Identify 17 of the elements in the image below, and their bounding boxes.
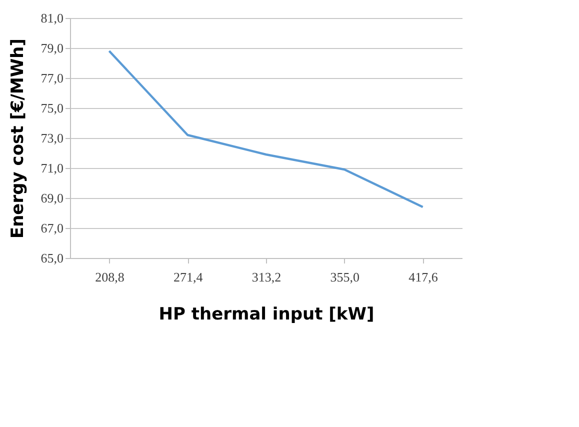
x-tick-label: 271,4: [173, 270, 204, 284]
y-axis-title: Energy cost [€/MWh]: [8, 38, 28, 239]
y-tick-label: 73,0: [40, 130, 64, 146]
x-axis-title: HP thermal input [kW]: [158, 304, 374, 324]
y-tick-label: 79,0: [40, 40, 64, 56]
y-tick-label: 81,0: [40, 10, 64, 26]
x-tick-label: 313,2: [252, 270, 282, 284]
y-tick-label: 71,0: [40, 160, 64, 176]
y-tick-label: 75,0: [40, 100, 64, 116]
y-tick-label: 77,0: [40, 70, 64, 86]
y-tick-label: 69,0: [40, 190, 64, 206]
x-tick-label: 355,0: [330, 270, 360, 284]
x-tick-label: 417,6: [408, 270, 438, 284]
y-tick-label: 65,0: [40, 250, 64, 266]
x-tick-label: 208,8: [95, 270, 124, 284]
y-tick-label: 67,0: [40, 220, 64, 236]
line-series: [108, 50, 424, 208]
